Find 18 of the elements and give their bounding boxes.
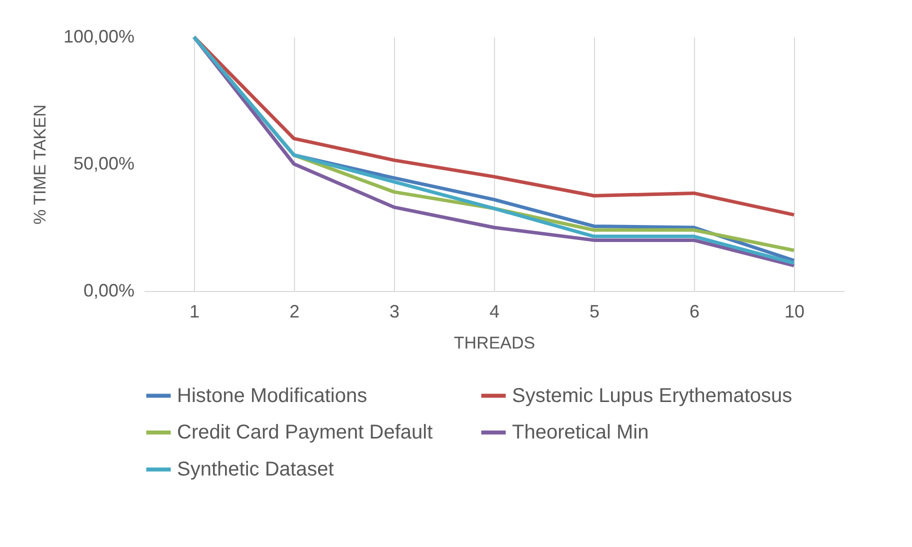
line-series <box>192 35 796 217</box>
x-axis-title: THREADS <box>454 334 536 352</box>
x-tick-label: 10 <box>784 302 805 322</box>
y-axis-title: % TIME TAKEN <box>30 104 50 224</box>
legend-label: Systemic Lupus Erythematosus <box>512 384 792 407</box>
x-tick-label: 1 <box>189 302 200 322</box>
legend-label: Histone Modifications <box>177 384 368 407</box>
y-tick-label: 50,00% <box>73 154 134 174</box>
legend-label: Theoretical Min <box>512 422 649 444</box>
x-tick-label: 4 <box>489 302 500 322</box>
x-tick-label: 6 <box>689 302 700 322</box>
y-tick-label: 100,00% <box>63 26 134 46</box>
x-tick-label: 3 <box>389 302 400 322</box>
legend-label: Credit Card Payment Default <box>177 422 434 444</box>
y-tick-label: 0,00% <box>83 280 134 300</box>
x-tick-label: 5 <box>589 302 600 322</box>
x-tick-label: 2 <box>289 302 300 322</box>
legend-label: Synthetic Dataset <box>177 458 334 480</box>
